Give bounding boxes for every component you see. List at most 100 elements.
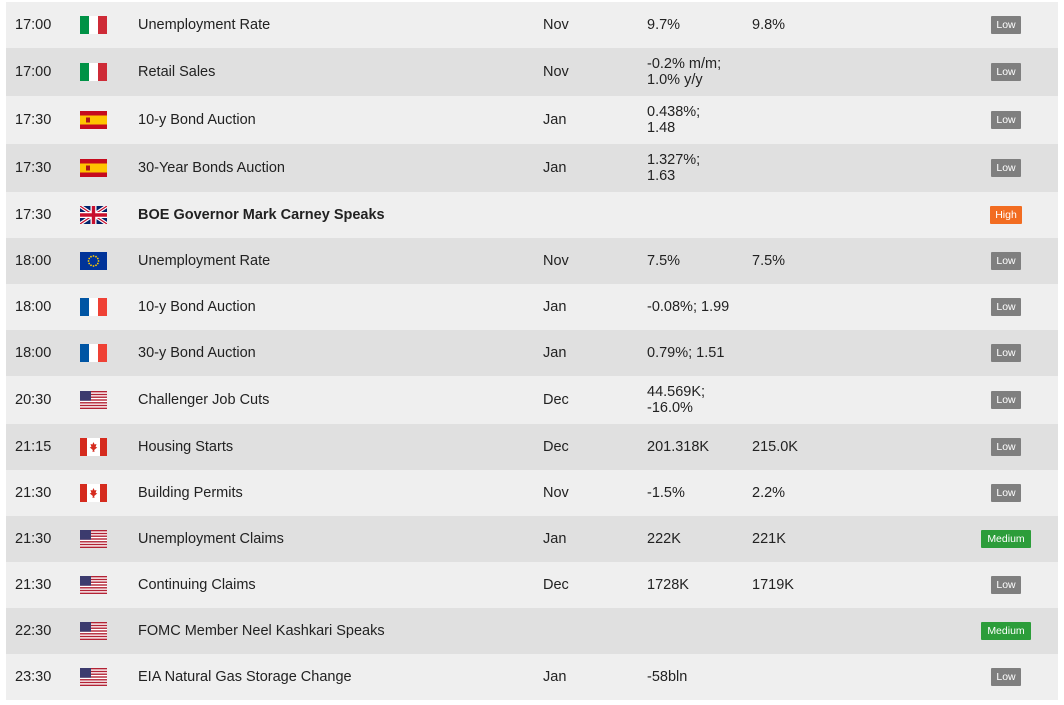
- event-name[interactable]: 10-y Bond Auction: [138, 112, 256, 128]
- event-period: Nov: [543, 17, 569, 33]
- event-period: Jan: [543, 160, 567, 176]
- event-actual: 201.318K: [647, 439, 710, 455]
- event-actual: -0.2% m/m; 1.0% y/y: [647, 56, 722, 88]
- table-row[interactable]: 22:30 FOMC Member Neel Kashkari Speaks M…: [6, 608, 1058, 654]
- impact-badge-low: Low: [991, 484, 1021, 502]
- event-forecast: [752, 330, 852, 376]
- table-row[interactable]: 17:00 Retail Sales Nov -0.2% m/m; 1.0% y/…: [6, 48, 1058, 96]
- event-name[interactable]: FOMC Member Neel Kashkari Speaks: [138, 623, 385, 639]
- event-period: Jan: [543, 299, 567, 315]
- event-name[interactable]: Unemployment Rate: [138, 253, 271, 269]
- impact-badge-medium: Medium: [981, 622, 1031, 640]
- table-row[interactable]: 21:15 Housing Starts Dec 201.318K 215.0K…: [6, 424, 1058, 470]
- event-time: 17:30: [15, 112, 52, 128]
- italy-flag-icon: [80, 63, 107, 81]
- usa-flag-icon: [80, 668, 107, 686]
- event-forecast: [752, 608, 852, 654]
- impact-badge-low: Low: [991, 344, 1021, 362]
- event-name[interactable]: Retail Sales: [138, 64, 216, 80]
- event-actual: 222K: [647, 531, 681, 547]
- event-name[interactable]: 30-y Bond Auction: [138, 345, 256, 361]
- event-actual: 9.7%: [647, 17, 681, 33]
- event-period: Jan: [543, 669, 567, 685]
- table-row[interactable]: 17:30 BOE Governor Mark Carney Speaks Hi…: [6, 192, 1058, 238]
- impact-badge-low: Low: [991, 438, 1021, 456]
- event-period: [543, 192, 623, 238]
- event-period: Nov: [543, 253, 569, 269]
- canada-flag-icon: [80, 438, 107, 456]
- event-actual: -1.5%: [647, 485, 685, 501]
- event-forecast: [752, 96, 852, 144]
- event-time: 21:15: [15, 439, 52, 455]
- canada-flag-icon: [80, 484, 107, 502]
- table-row[interactable]: 23:30 EIA Natural Gas Storage Change Jan…: [6, 654, 1058, 700]
- event-forecast: 9.8%: [752, 17, 786, 33]
- event-forecast: [752, 284, 852, 330]
- impact-badge-low: Low: [991, 111, 1021, 129]
- italy-flag-icon: [80, 16, 107, 34]
- event-time: 21:30: [15, 485, 52, 501]
- event-forecast: 215.0K: [752, 439, 798, 455]
- event-actual: -58bln: [647, 669, 688, 685]
- event-name[interactable]: BOE Governor Mark Carney Speaks: [138, 207, 385, 223]
- spain-flag-icon: [80, 159, 107, 177]
- event-actual: 0.79%; 1.51: [647, 345, 725, 361]
- event-period: Dec: [543, 392, 569, 408]
- impact-badge-low: Low: [991, 16, 1021, 34]
- event-time: 21:30: [15, 577, 52, 593]
- event-time: 18:00: [15, 253, 52, 269]
- event-name[interactable]: Building Permits: [138, 485, 243, 501]
- event-time: 20:30: [15, 392, 52, 408]
- event-name[interactable]: Unemployment Rate: [138, 17, 271, 33]
- event-time: 17:30: [15, 207, 52, 223]
- event-time: 18:00: [15, 299, 52, 315]
- event-actual: 1.327%; 1.63: [647, 152, 701, 184]
- impact-badge-medium: Medium: [981, 530, 1031, 548]
- event-period: Nov: [543, 485, 569, 501]
- table-row[interactable]: 18:00 30-y Bond Auction Jan 0.79%; 1.51 …: [6, 330, 1058, 376]
- event-time: 21:30: [15, 531, 52, 547]
- event-forecast: [752, 48, 852, 96]
- france-flag-icon: [80, 298, 107, 316]
- table-row[interactable]: 21:30 Unemployment Claims Jan 222K 221K …: [6, 516, 1058, 562]
- event-period: Jan: [543, 345, 567, 361]
- table-row[interactable]: 18:00 Unemployment Rate Nov 7.5% 7.5% Lo…: [6, 238, 1058, 284]
- event-name[interactable]: 10-y Bond Auction: [138, 299, 256, 315]
- economic-calendar: 17:00 Unemployment Rate Nov 9.7% 9.8% Lo…: [6, 2, 1058, 700]
- event-name[interactable]: 30-Year Bonds Auction: [138, 160, 285, 176]
- event-forecast: 2.2%: [752, 485, 786, 501]
- eu-flag-icon: [80, 252, 107, 270]
- impact-badge-low: Low: [991, 298, 1021, 316]
- event-name[interactable]: Housing Starts: [138, 439, 234, 455]
- event-forecast: 221K: [752, 531, 786, 547]
- event-period: Dec: [543, 439, 569, 455]
- usa-flag-icon: [80, 576, 107, 594]
- event-period: Jan: [543, 112, 567, 128]
- usa-flag-icon: [80, 530, 107, 548]
- table-row[interactable]: 17:30 30-Year Bonds Auction Jan 1.327%; 1…: [6, 144, 1058, 192]
- event-name[interactable]: EIA Natural Gas Storage Change: [138, 669, 352, 685]
- event-time: 23:30: [15, 669, 52, 685]
- event-actual: 44.569K; -16.0%: [647, 384, 706, 416]
- table-row[interactable]: 21:30 Building Permits Nov -1.5% 2.2% Lo…: [6, 470, 1058, 516]
- event-period: Jan: [543, 531, 567, 547]
- event-forecast: [752, 376, 852, 424]
- event-name[interactable]: Continuing Claims: [138, 577, 256, 593]
- uk-flag-icon: [80, 206, 107, 224]
- france-flag-icon: [80, 344, 107, 362]
- table-row[interactable]: 21:30 Continuing Claims Dec 1728K 1719K …: [6, 562, 1058, 608]
- table-row[interactable]: 20:30 Challenger Job Cuts Dec 44.569K; -1…: [6, 376, 1058, 424]
- event-forecast: [752, 192, 852, 238]
- usa-flag-icon: [80, 622, 107, 640]
- event-name[interactable]: Unemployment Claims: [138, 531, 284, 547]
- event-time: 18:00: [15, 345, 52, 361]
- event-actual: [647, 192, 747, 238]
- table-row[interactable]: 18:00 10-y Bond Auction Jan -0.08%; 1.99…: [6, 284, 1058, 330]
- spain-flag-icon: [80, 111, 107, 129]
- event-name[interactable]: Challenger Job Cuts: [138, 392, 270, 408]
- event-forecast: [752, 654, 852, 700]
- event-forecast: 1719K: [752, 577, 794, 593]
- table-row[interactable]: 17:30 10-y Bond Auction Jan 0.438%; 1.48 …: [6, 96, 1058, 144]
- table-row[interactable]: 17:00 Unemployment Rate Nov 9.7% 9.8% Lo…: [6, 2, 1058, 48]
- event-forecast: [752, 144, 852, 192]
